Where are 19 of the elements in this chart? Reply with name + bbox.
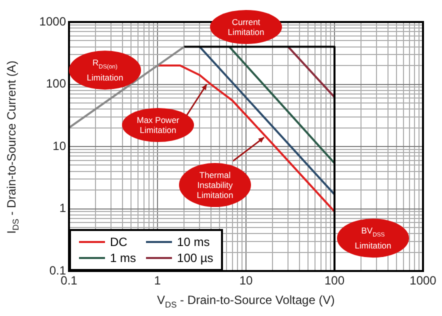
x-tick-label: 100 (324, 274, 345, 288)
y-tick-label: 1000 (39, 14, 66, 28)
y-tick-label: 1 (59, 201, 66, 216)
x-tick-label: 1 (154, 274, 162, 288)
x-tick-label: 1000 (410, 274, 437, 288)
x-axis-title: V$_{DS}$ - Drain-to-Source Voltage (V) (157, 293, 335, 310)
ellipse-callout: BV$_{DSS}$ Limitation (337, 218, 409, 258)
x-tick-label: 10 (239, 274, 253, 288)
ellipse-callout: Current Limitation (210, 10, 282, 44)
y-tick-label: 0.1 (49, 263, 66, 278)
legend-label: DC (110, 235, 128, 249)
y-tick-label: 100 (46, 76, 66, 91)
legend-label: 100 µs (177, 251, 214, 265)
ellipse-callout: Max Power Limitation (122, 108, 194, 142)
legend-label: 1 ms (110, 251, 136, 265)
y-tick-label: 10 (52, 138, 66, 153)
legend-label: 10 ms (177, 235, 210, 249)
ellipse-callout: R$_{DS(on)}$ Limitation (69, 50, 141, 90)
ellipse-callout: Thermal Instability Limitation (179, 163, 251, 207)
